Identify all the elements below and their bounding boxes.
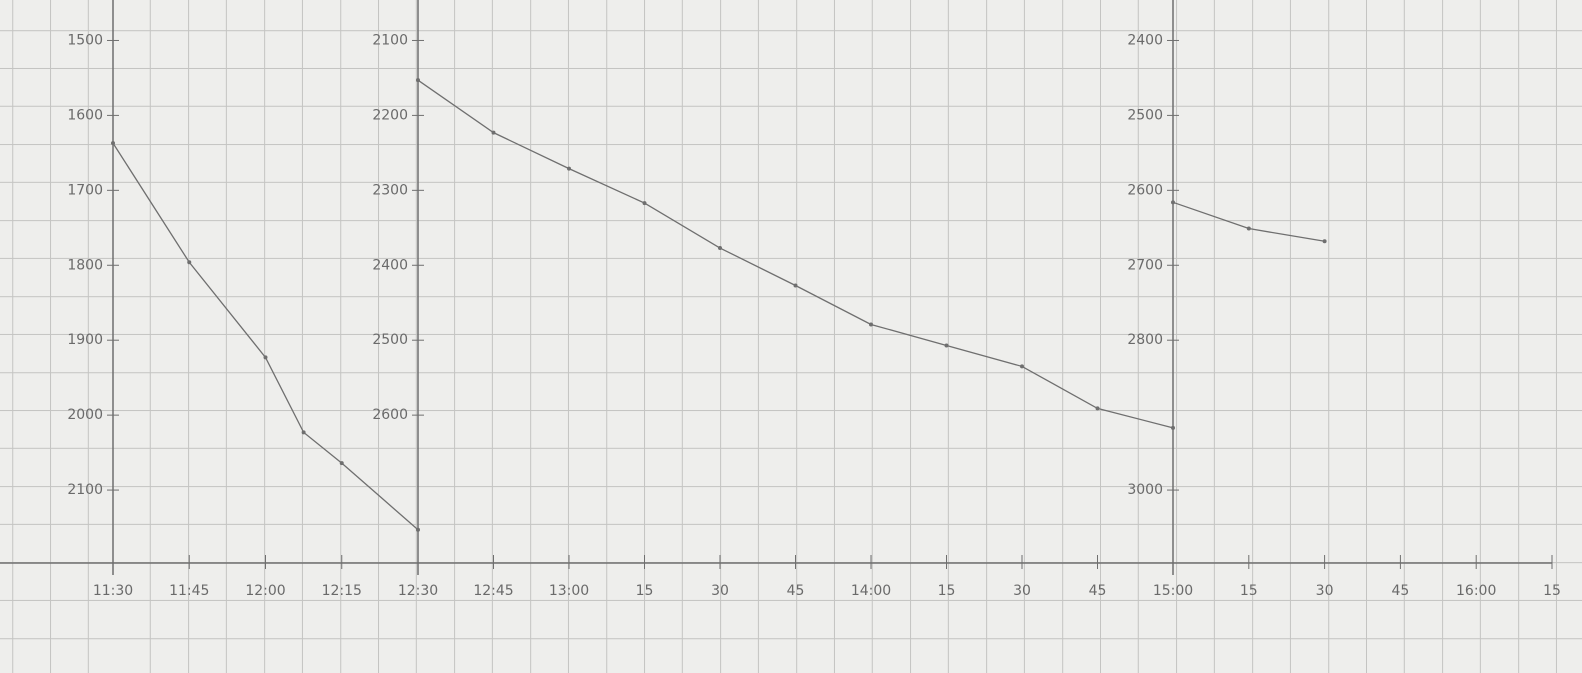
x-tick-label: 12:45 xyxy=(473,583,513,599)
data-point xyxy=(944,343,949,348)
y-tick-label: 2400 xyxy=(372,257,408,273)
x-tick-label: 11:45 xyxy=(169,583,209,599)
y-tick-label: 1700 xyxy=(67,182,103,198)
data-point xyxy=(301,430,306,435)
x-tick-label: 12:00 xyxy=(245,583,285,599)
y-tick-label: 2300 xyxy=(372,182,408,198)
y-tick-label: 1500 xyxy=(67,32,103,48)
data-point xyxy=(567,166,571,171)
y-tick-label: 2100 xyxy=(372,32,408,48)
x-tick-label: 45 xyxy=(787,583,805,599)
x-tick-label: 15 xyxy=(636,583,654,599)
y-tick-label: 1800 xyxy=(67,257,103,273)
data-point xyxy=(718,246,722,251)
data-point xyxy=(187,260,192,265)
y-tick-label: 2600 xyxy=(1127,182,1163,198)
x-tick-label: 45 xyxy=(1391,583,1409,599)
y-tick-label: 3000 xyxy=(1127,482,1163,498)
y-tick-label: 1900 xyxy=(67,332,103,348)
data-point xyxy=(793,283,798,288)
y-tick-label: 2100 xyxy=(67,482,103,498)
x-tick-label: 11:30 xyxy=(93,583,133,599)
x-tick-label: 13:00 xyxy=(549,583,589,599)
x-tick-label: 30 xyxy=(711,583,729,599)
data-point xyxy=(491,130,496,135)
data-point xyxy=(1095,406,1100,411)
x-tick-label: 16:00 xyxy=(1456,583,1496,599)
data-line xyxy=(417,79,1174,429)
y-tick-label: 2500 xyxy=(1127,107,1163,123)
x-tick-label: 12:15 xyxy=(322,583,362,599)
x-tick-label: 15 xyxy=(938,583,956,599)
x-tick-label: 15 xyxy=(1543,583,1561,599)
data-point xyxy=(1246,226,1251,231)
data-point xyxy=(1322,239,1327,244)
data-point xyxy=(1171,200,1175,205)
x-tick-label: 15:00 xyxy=(1153,583,1193,599)
y-tick-label: 2200 xyxy=(372,107,408,123)
x-tick-label: 15 xyxy=(1240,583,1258,599)
data-point xyxy=(111,141,115,146)
y-tick-label: 2000 xyxy=(67,407,103,423)
y-tick-label: 2700 xyxy=(1127,257,1163,273)
data-point xyxy=(869,322,873,327)
data-line xyxy=(1172,201,1325,242)
data-point xyxy=(416,78,420,83)
y-tick-label: 2600 xyxy=(372,407,408,423)
x-tick-label: 30 xyxy=(1013,583,1031,599)
x-tick-label: 30 xyxy=(1316,583,1334,599)
data-point xyxy=(339,461,344,466)
y-tick-label: 2800 xyxy=(1127,332,1163,348)
data-line xyxy=(112,142,419,531)
x-tick-label: 12:30 xyxy=(398,583,438,599)
data-point xyxy=(642,201,647,206)
x-tick-label: 45 xyxy=(1089,583,1107,599)
data-point xyxy=(263,355,268,360)
y-tick-label: 2500 xyxy=(372,332,408,348)
y-tick-label: 2400 xyxy=(1127,32,1163,48)
data-point xyxy=(1020,364,1024,369)
y-tick-label: 1600 xyxy=(67,107,103,123)
x-tick-label: 14:00 xyxy=(851,583,891,599)
